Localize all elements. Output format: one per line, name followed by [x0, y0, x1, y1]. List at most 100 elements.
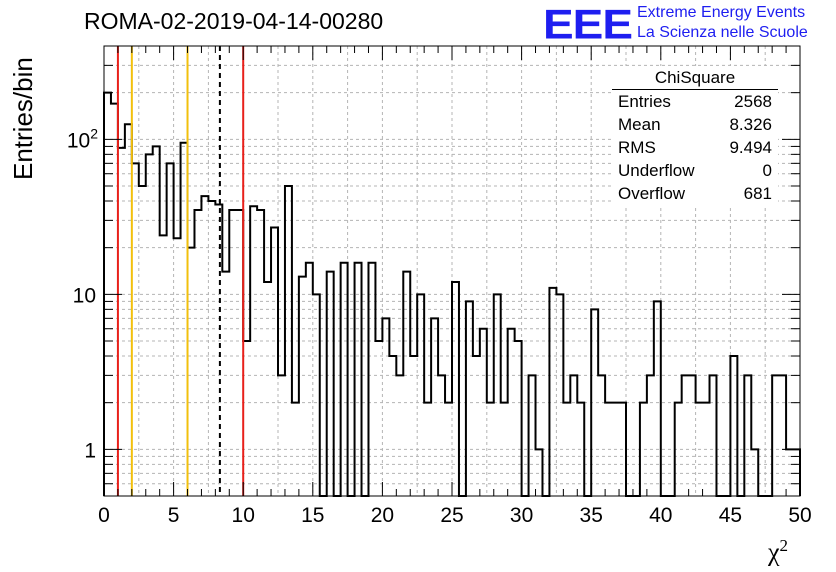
histogram-bin	[118, 148, 125, 496]
histogram-bin	[619, 403, 626, 496]
chart-title: ROMA-02-2019-04-14-00280	[84, 8, 384, 34]
histogram-bin	[139, 186, 146, 496]
stats-value: 681	[743, 184, 772, 203]
axes	[103, 45, 801, 497]
histogram-bin	[751, 449, 758, 496]
stats-key: Mean	[618, 115, 661, 134]
histogram-bin	[306, 263, 313, 496]
histogram-bin	[194, 210, 201, 496]
histogram-bin	[278, 375, 285, 496]
stats-row-entries: Entries 2568	[618, 92, 772, 114]
stats-row-underflow: Underflow 0	[618, 161, 772, 183]
histogram-bin	[612, 403, 619, 496]
histogram-bin	[355, 263, 362, 496]
histogram-bin	[654, 301, 661, 496]
histogram-bin	[174, 238, 181, 496]
stats-value: 8.326	[729, 115, 772, 134]
histogram-bin	[536, 449, 543, 496]
stats-value: 0	[762, 161, 772, 180]
histogram-bin	[153, 146, 160, 496]
histogram-bin	[264, 282, 271, 496]
histogram-bin	[445, 403, 452, 496]
x-tick-label: 10	[232, 504, 255, 527]
histogram-bin	[640, 403, 647, 496]
histogram-bin	[647, 375, 654, 496]
y-axis-label: Entries/bin	[8, 57, 38, 180]
histogram-bin	[473, 356, 480, 496]
stats-key: Underflow	[618, 161, 695, 180]
histogram-bin	[167, 163, 174, 496]
x-tick-label: 40	[649, 504, 672, 527]
stats-key: RMS	[618, 138, 656, 157]
stats-box: ChiSquare Entries 2568 Mean 8.326 RMS 9.…	[612, 66, 778, 206]
reference-lines	[116, 46, 245, 496]
x-tick-label: 20	[371, 504, 394, 527]
histogram-bin	[222, 272, 229, 496]
histogram-bin	[181, 143, 188, 496]
histogram-bin	[243, 341, 250, 496]
stats-value: 9.494	[729, 138, 772, 157]
x-tick-label: 15	[301, 504, 324, 527]
histogram-bin	[563, 403, 570, 496]
histogram-bin	[341, 263, 348, 496]
histogram-bin	[779, 375, 786, 496]
histogram-bin	[375, 341, 382, 496]
histogram-bin	[313, 294, 320, 496]
histogram-bin	[250, 206, 257, 496]
histogram-bin	[201, 196, 208, 496]
histogram-bin	[188, 248, 195, 496]
histogram-bin	[417, 294, 424, 496]
stats-title: ChiSquare	[654, 68, 736, 87]
histogram-bin	[494, 294, 501, 496]
histogram-bin	[682, 375, 689, 496]
histogram-bin	[257, 210, 264, 496]
histogram-bin	[111, 104, 118, 496]
histogram-bin	[327, 272, 334, 496]
histogram-bin	[696, 403, 703, 496]
x-tick-label: 35	[580, 504, 603, 527]
x-axis-label: χ2	[768, 536, 789, 567]
logo-line-2: La Scienza nelle Scuole	[637, 24, 808, 41]
histogram-bin	[229, 210, 236, 496]
histogram-bin	[299, 277, 306, 496]
histogram-bin	[236, 210, 243, 496]
stats-row-rms: RMS 9.494	[618, 138, 772, 160]
stats-value: 2568	[734, 92, 772, 111]
stats-row-overflow: Overflow 681	[618, 184, 772, 206]
histogram-bin	[452, 282, 459, 496]
histogram-bin	[410, 356, 417, 496]
histogram-bin	[285, 186, 292, 496]
histogram-bin	[146, 154, 153, 496]
histogram-bin	[710, 375, 717, 496]
histogram-bin	[438, 375, 445, 496]
histogram-bin	[730, 356, 737, 496]
histogram-bin	[382, 318, 389, 496]
stats-key: Entries	[618, 92, 671, 111]
histogram-bin	[132, 163, 139, 496]
x-tick-label: 25	[440, 504, 463, 527]
histogram-bin	[549, 288, 556, 496]
x-tick-label: 50	[788, 504, 811, 527]
histogram-bin	[570, 375, 577, 496]
eee-logo: EEE	[543, 0, 633, 48]
histogram-bin	[403, 272, 410, 496]
histogram-bin	[125, 124, 132, 496]
stats-key: Overflow	[618, 184, 686, 203]
histogram-bin	[703, 403, 710, 496]
histogram-bin	[508, 329, 515, 496]
histogram-bin	[271, 227, 278, 496]
stats-row-mean: Mean 8.326	[618, 115, 772, 137]
histogram-bin	[591, 309, 598, 496]
tick-labels: 0 5 10 15 20 25 30 35 40 45 50 1 10 102	[67, 125, 812, 527]
y-tick-label: 10	[73, 284, 96, 307]
histogram-bin	[487, 403, 494, 496]
histogram-bin	[480, 329, 487, 496]
histogram-bin	[396, 375, 403, 496]
x-tick-label: 5	[168, 504, 180, 527]
histogram-bin	[424, 403, 431, 496]
histogram-bin	[215, 204, 222, 496]
histogram-bin	[605, 403, 612, 496]
y-tick-label: 1	[84, 439, 96, 462]
histogram-bin	[598, 375, 605, 496]
